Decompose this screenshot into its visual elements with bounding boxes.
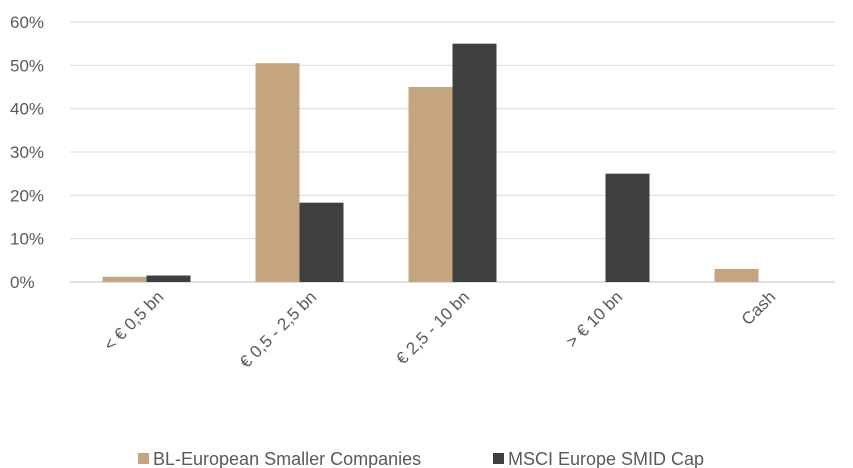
x-axis-ticks: < € 0,5 bn € 0,5 - 2,5 bn € 2,5 - 10 bn > €… — [100, 287, 779, 371]
bar-bl-european-1 — [255, 63, 300, 282]
legend-label: BL-European Smaller Companies — [153, 449, 421, 468]
x-tick-label: > € 10 bn — [562, 287, 626, 351]
bar-bl-european-0 — [102, 276, 147, 282]
legend-label: MSCI Europe SMID Cap — [508, 449, 704, 468]
legend-swatch — [138, 453, 149, 464]
y-tick-label: 20% — [10, 186, 44, 205]
x-tick-label: € 2,5 - 10 bn — [392, 287, 473, 368]
bar-bl-european-4 — [714, 269, 759, 282]
x-tick-label: < € 0,5 bn — [100, 287, 167, 354]
y-axis-ticks: 0% 10% 20% 30% 40% 50% 60% — [10, 13, 44, 292]
y-tick-label: 10% — [10, 230, 44, 249]
bars — [102, 43, 759, 282]
legend-swatch — [493, 453, 504, 464]
bar-msci-europe-0 — [146, 275, 191, 282]
y-tick-label: 30% — [10, 143, 44, 162]
legend: BL-European Smaller Companies MSCI Europe… — [138, 449, 704, 468]
x-tick-label: Cash — [738, 287, 779, 328]
y-tick-label: 50% — [10, 56, 44, 75]
bar-msci-europe-1 — [299, 202, 344, 282]
y-tick-label: 0% — [10, 273, 35, 292]
y-tick-label: 40% — [10, 100, 44, 119]
bar-bl-european-2 — [408, 87, 453, 282]
bar-msci-europe-3 — [605, 173, 650, 282]
bar-msci-europe-2 — [452, 43, 497, 282]
y-tick-label: 60% — [10, 13, 44, 32]
x-tick-label: € 0,5 - 2,5 bn — [236, 287, 320, 371]
